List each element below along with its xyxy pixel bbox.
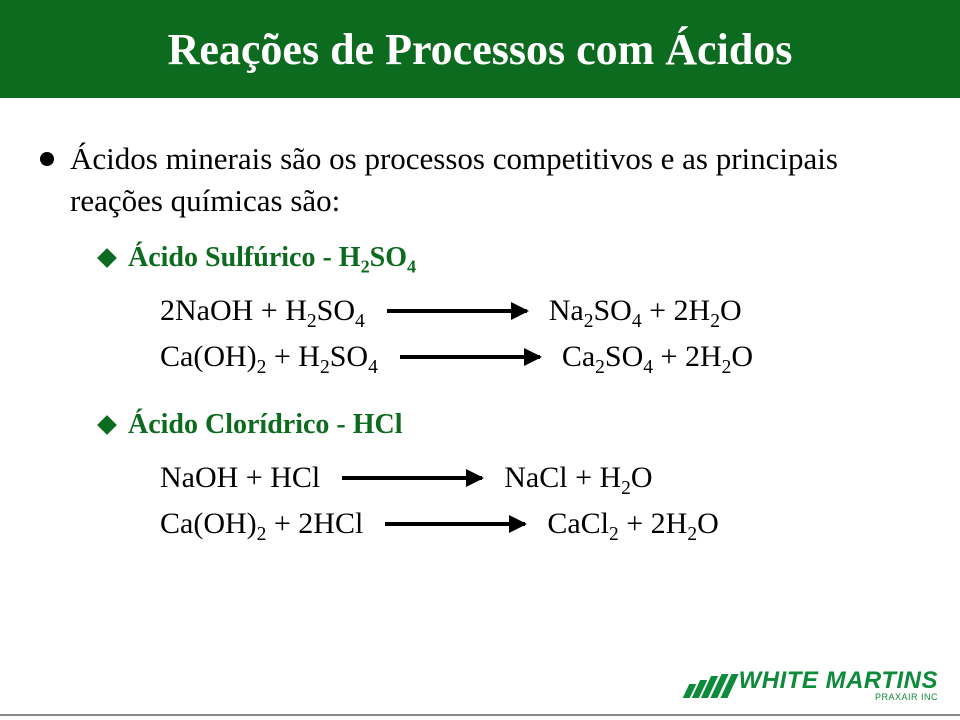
logo-sub-text: PRAXAIR INC [875,693,938,702]
reaction-arrow-icon [400,355,540,359]
logo-main-text: WHITE MARTINS [739,669,938,693]
equation-line: Ca(OH)2 + H2SO4 Ca2SO4 + 2H2O [160,334,920,381]
equation-lhs: Ca(OH)2 + 2HCl [160,501,363,548]
reaction-arrow-icon [387,309,527,313]
equation-line: 2NaOH + H2SO4 Na2SO4 + 2H2O [160,288,920,335]
section-label: Ácido Clorídrico - HCl [128,409,403,441]
equation-lhs: Ca(OH)2 + H2SO4 [160,334,378,381]
bullet-icon [40,152,54,166]
logo-stripes-icon [686,674,733,698]
section-heading-sulfurico: Ácido Sulfúrico - H2SO4 [100,242,920,274]
reaction-arrow-icon [385,522,525,526]
logo-text: WHITE MARTINS PRAXAIR INC [739,669,938,702]
equation-block-cloridrico: NaOH + HCl NaCl + H2O Ca(OH)2 + 2HCl CaC… [160,455,920,548]
intro-bullet: Ácidos minerais são os processos competi… [40,138,920,222]
equation-rhs: Ca2SO4 + 2H2O [562,334,753,381]
equation-rhs: CaCl2 + 2H2O [547,501,718,548]
section-label: Ácido Sulfúrico - H2SO4 [128,242,416,274]
bottom-divider [0,714,960,716]
equation-rhs: Na2SO4 + 2H2O [549,288,742,335]
equation-line: NaOH + HCl NaCl + H2O [160,455,920,502]
slide-content: Ácidos minerais são os processos competi… [0,98,960,548]
equation-line: Ca(OH)2 + 2HCl CaCl2 + 2H2O [160,501,920,548]
reaction-arrow-icon [342,476,482,480]
equation-rhs: NaCl + H2O [504,455,652,502]
equation-block-sulfurico: 2NaOH + H2SO4 Na2SO4 + 2H2O Ca(OH)2 + H2… [160,288,920,381]
equation-lhs: NaOH + HCl [160,455,320,502]
slide-header: Reações de Processos com Ácidos [0,0,960,98]
equation-lhs: 2NaOH + H2SO4 [160,288,365,335]
diamond-icon [97,415,117,435]
company-logo: WHITE MARTINS PRAXAIR INC [686,669,938,702]
diamond-icon [97,248,117,268]
intro-text: Ácidos minerais são os processos competi… [70,138,920,222]
slide-title: Reações de Processos com Ácidos [168,24,793,75]
section-heading-cloridrico: Ácido Clorídrico - HCl [100,409,920,441]
